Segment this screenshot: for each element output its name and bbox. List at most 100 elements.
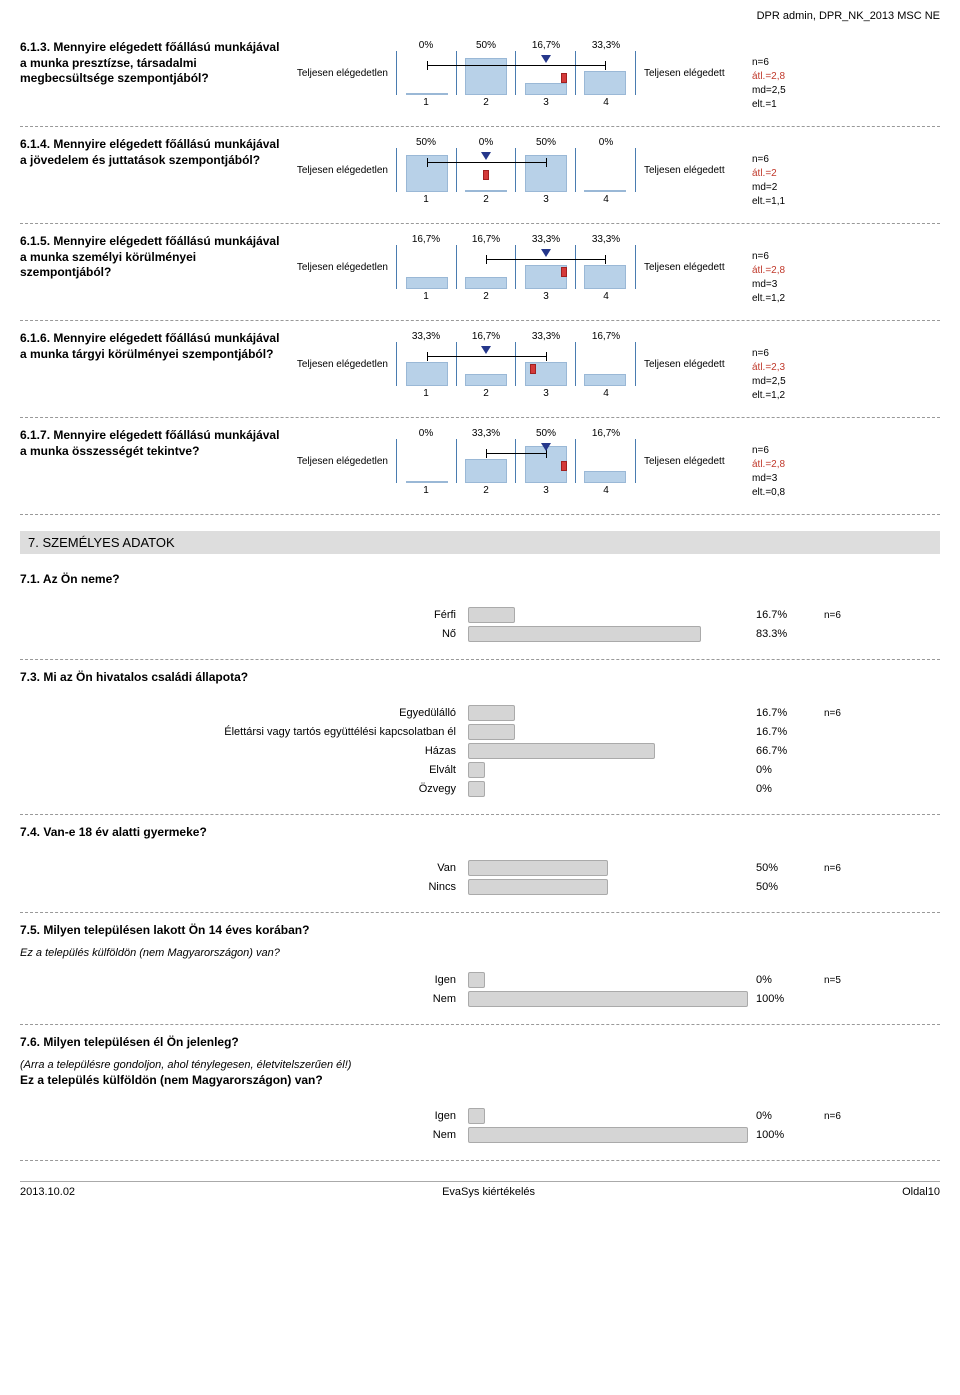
bar-slot (397, 51, 457, 95)
axis-label: 2 (456, 388, 516, 399)
hbar-track (468, 724, 748, 740)
hbar-label: Igen (20, 974, 460, 986)
hbar-pct: 100% (756, 993, 816, 1005)
scale-right-label: Teljesen elégedett (644, 428, 744, 467)
mean-marker (561, 267, 567, 277)
hbar-subtitle2: Ez a település külföldön (nem Magyarorsz… (20, 1073, 940, 1087)
question-text: 6.1.3. Mennyire elégedett főállású munká… (20, 40, 280, 87)
pct-label: 33,3% (576, 234, 636, 245)
stats-block: n=6átl.=2md=2elt.=1,1 (752, 137, 842, 209)
hbar-fill (468, 607, 515, 623)
pct-label: 33,3% (396, 331, 456, 342)
bar (465, 459, 507, 483)
bar-slot (397, 245, 457, 289)
likert-section: 6.1.3. Mennyire elégedett főállású munká… (20, 30, 940, 127)
stat-md: md=3 (752, 278, 842, 292)
hbar-section: 7.1. Az Ön neme?Férfi16.7%n=6Nő83.3% (20, 562, 940, 660)
hbar-pct: 100% (756, 1129, 816, 1141)
axis-label: 4 (576, 388, 636, 399)
likert-section: 6.1.4. Mennyire elégedett főállású munká… (20, 127, 940, 224)
stat-elt: elt.=1,1 (752, 195, 842, 209)
bar (584, 265, 626, 289)
hbar-label: Egyedülálló (20, 707, 460, 719)
range-cap (427, 158, 428, 167)
bar (406, 481, 448, 483)
pct-label: 0% (576, 137, 636, 148)
stat-n: n=6 (752, 444, 842, 458)
chart: 0%50%16,7%33,3%1234 (396, 40, 636, 108)
hbar-n: n=6 (824, 1111, 841, 1122)
hbar-row: Férfi16.7%n=6 (20, 607, 940, 623)
range-cap (427, 352, 428, 361)
pct-label: 50% (516, 137, 576, 148)
likert-section: 6.1.6. Mennyire elégedett főállású munká… (20, 321, 940, 418)
hbar-label: Elvált (20, 764, 460, 776)
axis-label: 1 (396, 388, 456, 399)
hbar-track (468, 781, 748, 797)
pct-label: 16,7% (456, 331, 516, 342)
hbar-pct: 83.3% (756, 628, 816, 640)
axis-label: 2 (456, 194, 516, 205)
pct-label: 0% (396, 40, 456, 51)
axis-label: 3 (516, 194, 576, 205)
scale-right-label: Teljesen elégedett (644, 234, 744, 273)
bar-slot (516, 342, 576, 386)
pct-label: 50% (396, 137, 456, 148)
pct-label: 33,3% (516, 331, 576, 342)
axis-label: 3 (516, 97, 576, 108)
stats-block: n=6átl.=2,8md=3elt.=1,2 (752, 234, 842, 306)
stat-elt: elt.=0,8 (752, 486, 842, 500)
pct-label: 50% (516, 428, 576, 439)
stat-md: md=2,5 (752, 84, 842, 98)
hbar-track (468, 762, 748, 778)
bar (465, 58, 507, 95)
hbar-fill (468, 991, 748, 1007)
range-line (486, 453, 546, 454)
bar (465, 374, 507, 386)
section-7-header: 7. SZEMÉLYES ADATOK (20, 531, 940, 554)
hbar-track (468, 705, 748, 721)
range-cap (546, 158, 547, 167)
bar (406, 362, 448, 386)
hbar-fill (468, 705, 515, 721)
hbar-row: Van50%n=6 (20, 860, 940, 876)
hbar-subtitle: Ez a település külföldön (nem Magyarorsz… (20, 947, 940, 959)
hbar-row: Nem100% (20, 991, 940, 1007)
median-marker (541, 443, 551, 451)
footer-page: Oldal10 (902, 1186, 940, 1198)
hbar-track (468, 972, 748, 988)
bar-slot (576, 148, 636, 192)
hbar-track (468, 607, 748, 623)
hbar-row: Nincs50% (20, 879, 940, 895)
axis-label: 1 (396, 97, 456, 108)
axis-label: 3 (516, 485, 576, 496)
stat-avg: átl.=2,3 (752, 361, 842, 375)
range-cap (486, 255, 487, 264)
chart: 33,3%16,7%33,3%16,7%1234 (396, 331, 636, 399)
hbar-title: 7.6. Milyen településen él Ön jelenleg? (20, 1035, 940, 1049)
axis-label: 1 (396, 485, 456, 496)
hbar-n: n=5 (824, 975, 841, 986)
likert-section: 6.1.7. Mennyire elégedett főállású munká… (20, 418, 940, 515)
hbar-fill (468, 762, 485, 778)
axis-label: 2 (456, 97, 516, 108)
stat-avg: átl.=2,8 (752, 70, 842, 84)
scale-left-label: Teljesen elégedetlen (288, 137, 388, 176)
pct-label: 16,7% (456, 234, 516, 245)
question-text: 6.1.5. Mennyire elégedett főállású munká… (20, 234, 280, 281)
scale-left-label: Teljesen elégedetlen (288, 40, 388, 79)
pct-label: 0% (396, 428, 456, 439)
mean-marker (483, 170, 489, 180)
hbar-fill (468, 972, 485, 988)
hbar-label: Férfi (20, 609, 460, 621)
axis-label: 4 (576, 97, 636, 108)
hbar-fill (468, 724, 515, 740)
median-marker (541, 249, 551, 257)
mean-marker (561, 461, 567, 471)
stat-md: md=2,5 (752, 375, 842, 389)
hbar-label: Nem (20, 1129, 460, 1141)
question-text: 6.1.4. Mennyire elégedett főállású munká… (20, 137, 280, 168)
range-line (427, 65, 606, 66)
hbar-n: n=6 (824, 610, 841, 621)
hbar-pct: 50% (756, 881, 816, 893)
